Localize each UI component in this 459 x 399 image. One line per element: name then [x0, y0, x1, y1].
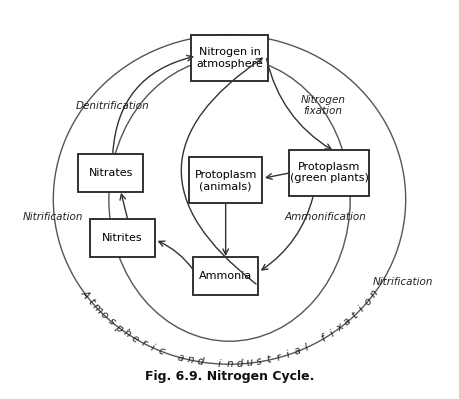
Text: Nitrates: Nitrates: [89, 168, 133, 178]
Text: t: t: [86, 296, 96, 306]
Text: d: d: [196, 356, 204, 367]
Text: i: i: [149, 342, 156, 353]
Text: A: A: [79, 288, 91, 300]
Text: r: r: [275, 352, 282, 363]
Text: u: u: [246, 358, 253, 369]
Text: a: a: [292, 346, 302, 358]
Text: n: n: [226, 359, 233, 369]
Text: Nitrification: Nitrification: [22, 212, 83, 222]
Text: i: i: [285, 350, 291, 360]
FancyBboxPatch shape: [189, 157, 262, 203]
FancyBboxPatch shape: [78, 154, 143, 192]
Text: m: m: [90, 302, 105, 316]
Text: c: c: [157, 346, 166, 357]
Text: i: i: [328, 328, 336, 338]
FancyBboxPatch shape: [191, 35, 268, 81]
Text: d: d: [236, 359, 243, 369]
Text: Protoplasm
(green plants): Protoplasm (green plants): [290, 162, 369, 184]
Text: a: a: [342, 316, 353, 328]
Text: Ammonia: Ammonia: [199, 271, 252, 281]
Text: o: o: [362, 296, 374, 307]
Text: t: t: [266, 355, 272, 365]
Text: e: e: [130, 333, 140, 345]
Text: p: p: [113, 322, 125, 334]
FancyBboxPatch shape: [193, 257, 258, 295]
Text: Ammonification: Ammonification: [285, 212, 367, 222]
Text: Nitrogen in
atmosphere: Nitrogen in atmosphere: [196, 47, 263, 69]
Text: n: n: [368, 288, 380, 300]
Text: Nitrification: Nitrification: [373, 277, 434, 287]
Text: Denitrification: Denitrification: [76, 101, 150, 111]
Text: f: f: [319, 334, 328, 344]
Text: Nitrogen
fixation: Nitrogen fixation: [300, 95, 345, 117]
Text: s: s: [256, 356, 263, 367]
Text: x: x: [335, 322, 346, 334]
Text: a: a: [176, 352, 185, 363]
FancyBboxPatch shape: [289, 150, 369, 196]
Text: Protoplasm
(animals): Protoplasm (animals): [195, 170, 257, 191]
Text: Fig. 6.9. Nitrogen Cycle.: Fig. 6.9. Nitrogen Cycle.: [145, 370, 314, 383]
Text: l: l: [303, 342, 310, 353]
Text: r: r: [140, 338, 148, 349]
FancyBboxPatch shape: [90, 219, 155, 257]
Text: t: t: [350, 310, 360, 320]
Text: i: i: [218, 359, 221, 369]
Text: h: h: [122, 328, 133, 340]
Text: i: i: [357, 304, 366, 313]
Text: o: o: [99, 310, 110, 321]
Text: Nitrites: Nitrites: [102, 233, 143, 243]
Text: s: s: [106, 316, 117, 327]
Text: n: n: [186, 354, 194, 365]
